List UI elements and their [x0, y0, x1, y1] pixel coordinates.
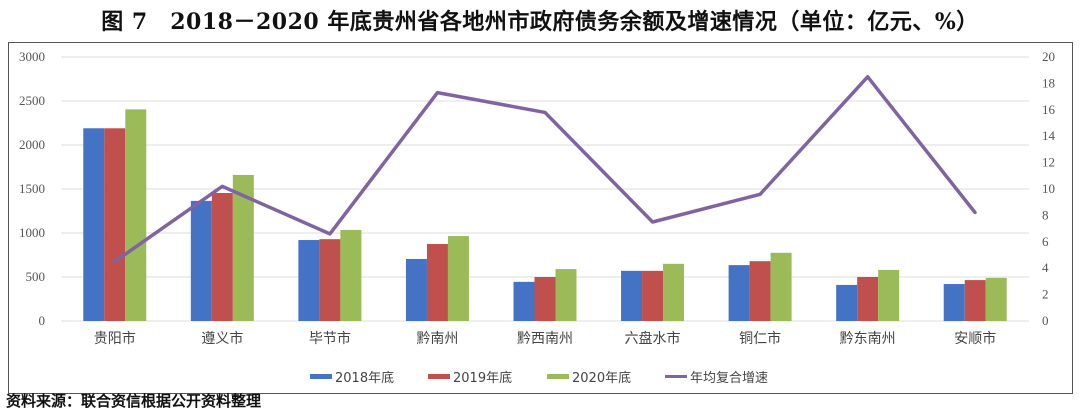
bar-2018年底 — [190, 200, 212, 321]
y-right-tick-label: 10 — [1042, 181, 1055, 196]
category-label: 安顺市 — [954, 330, 996, 347]
chart-title: 图 7 2018－2020 年底贵州省各地州市政府债务余额及增速情况（单位：亿元… — [101, 9, 979, 35]
category-label: 六盘水市 — [625, 330, 681, 347]
y-left-tick-label: 2500 — [19, 93, 45, 108]
bar-2018年底 — [83, 128, 105, 321]
bar-2018年底 — [728, 265, 750, 321]
y-right-tick-label: 12 — [1042, 155, 1055, 170]
y-right-tick-label: 20 — [1042, 49, 1055, 64]
y-left-tick-label: 0 — [39, 313, 46, 328]
legend-label: 2018年底 — [335, 370, 394, 386]
y-right-tick-label: 8 — [1042, 207, 1049, 222]
line-point — [328, 232, 332, 236]
line-point — [651, 220, 655, 224]
bar-2020年底 — [555, 269, 577, 321]
y-right-tick-label: 0 — [1042, 313, 1049, 328]
line-point — [113, 260, 117, 264]
bar-2020年底 — [232, 174, 254, 321]
legend-swatch — [310, 374, 332, 379]
chart-frame — [8, 42, 1073, 394]
bar-2020年底 — [340, 229, 362, 321]
bar-2019年底 — [319, 239, 341, 321]
bar-2020年底 — [985, 277, 1007, 321]
category-label: 黔南州 — [416, 331, 458, 347]
legend-label: 年均复合增速 — [690, 371, 768, 386]
legend-label: 2019年底 — [453, 370, 512, 386]
bar-2019年底 — [749, 261, 771, 321]
y-left-tick-label: 1500 — [19, 181, 45, 196]
line-point — [866, 75, 870, 79]
legend-swatch — [547, 374, 569, 379]
y-left-tick-label: 3000 — [19, 49, 45, 64]
bar-2020年底 — [663, 263, 685, 321]
bar-2020年底 — [770, 252, 792, 321]
bar-2018年底 — [836, 284, 858, 321]
bar-2019年底 — [964, 280, 986, 321]
legend-swatch — [428, 374, 450, 379]
y-left-tick-label: 1000 — [19, 225, 45, 240]
category-label: 黔东南州 — [840, 331, 896, 347]
bar-2018年底 — [405, 258, 427, 321]
bar-2019年底 — [426, 244, 448, 321]
y-right-tick-label: 16 — [1042, 102, 1056, 117]
category-label: 铜仁市 — [739, 330, 781, 347]
bar-2018年底 — [621, 270, 643, 321]
y-left-tick-label: 2000 — [19, 137, 45, 152]
y-right-tick-label: 14 — [1042, 128, 1056, 143]
bar-2019年底 — [642, 270, 664, 321]
category-label: 贵阳市 — [94, 330, 136, 347]
line-point — [973, 211, 977, 215]
y-right-tick-label: 4 — [1042, 260, 1049, 275]
legend-label: 2020年底 — [572, 370, 631, 386]
bar-2019年底 — [857, 277, 879, 321]
y-left-tick-label: 500 — [26, 269, 46, 284]
bar-2020年底 — [447, 236, 469, 321]
bar-2018年底 — [513, 281, 535, 321]
category-label: 黔西南州 — [517, 331, 573, 347]
bar-2018年底 — [298, 240, 320, 321]
category-label: 毕节市 — [309, 330, 351, 347]
line-point — [435, 91, 439, 95]
bar-2019年底 — [104, 128, 126, 321]
category-label: 遵义市 — [201, 330, 243, 347]
y-right-tick-label: 18 — [1042, 75, 1055, 90]
y-right-tick-label: 6 — [1042, 234, 1049, 249]
source-note: 资料来源：联合资信根据公开资料整理 — [6, 392, 262, 410]
bar-2019年底 — [534, 277, 556, 321]
line-point — [758, 192, 762, 196]
bar-2020年底 — [878, 269, 900, 321]
y-right-tick-label: 2 — [1042, 287, 1049, 302]
line-point — [543, 110, 547, 114]
bar-2018年底 — [943, 284, 965, 321]
bar-2020年底 — [125, 109, 147, 321]
line-point — [220, 184, 224, 188]
bar-2019年底 — [211, 192, 233, 321]
